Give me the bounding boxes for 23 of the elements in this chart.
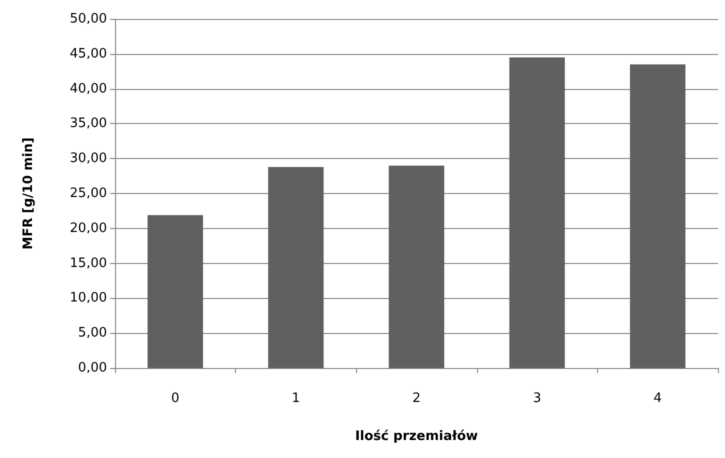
- y-tick-label: 25,00: [70, 186, 107, 201]
- y-tick-label: 20,00: [70, 220, 107, 236]
- y-axis-title: MFR [g/10 min]: [21, 137, 36, 250]
- bar: [388, 166, 444, 368]
- x-axis-title: Ilość przemiałów: [355, 429, 478, 444]
- bar: [630, 64, 686, 368]
- x-tick-label: 3: [532, 391, 542, 406]
- bar: [268, 166, 324, 368]
- x-tick-label: 4: [654, 391, 662, 406]
- y-tick-label: 45,00: [70, 46, 107, 62]
- y-tick-label: 35,00: [70, 116, 107, 132]
- bar: [148, 215, 204, 368]
- y-tick-label: 0,00: [78, 360, 107, 376]
- y-tick-label: 5,00: [78, 326, 107, 341]
- x-tick-label: 2: [412, 391, 421, 406]
- y-tick-label: 15,00: [70, 256, 107, 271]
- x-tick-label: 1: [292, 391, 300, 406]
- y-tick-label: 30,00: [70, 151, 107, 166]
- y-tick-label: 40,00: [70, 81, 107, 96]
- bar: [509, 57, 565, 368]
- y-tick-label: 50,00: [70, 12, 107, 26]
- x-tick-label: 0: [171, 391, 180, 406]
- y-tick-label: 10,00: [70, 290, 107, 306]
